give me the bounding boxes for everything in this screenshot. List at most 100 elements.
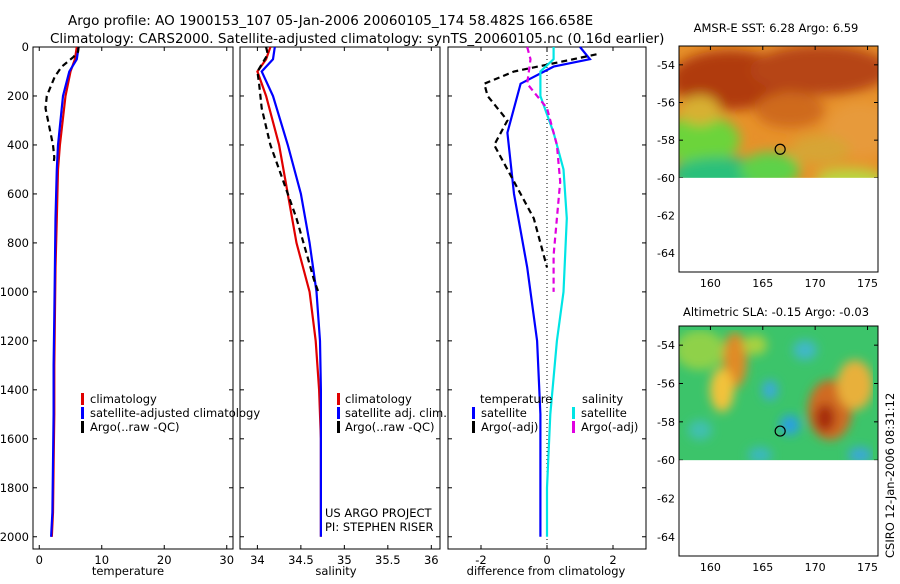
map-x-tick-label: 175 xyxy=(857,561,878,574)
legend-swatch-argo xyxy=(81,421,84,433)
map-y-tick-label: -64 xyxy=(657,531,675,544)
series-line-temperature-argo-adj xyxy=(482,53,597,268)
legend-label-climatology: climatology xyxy=(345,392,412,406)
map-y-tick-label: -54 xyxy=(657,59,675,72)
legend-label-sal-satellite: satellite xyxy=(581,406,627,420)
map-y-tick-label: -60 xyxy=(657,172,675,185)
map-x-tick-label: 170 xyxy=(805,277,826,290)
legend-group-temperature: temperature xyxy=(480,392,552,406)
temperature-panel-frame xyxy=(32,46,234,550)
difference-axis-label: difference from climatology xyxy=(467,564,626,578)
legend-label-temp-argo: Argo(-adj) xyxy=(481,420,538,434)
series-line-satellite-adj-clim xyxy=(260,46,322,537)
map-x-tick-label: 165 xyxy=(752,561,773,574)
map-x-tick-label: 165 xyxy=(752,277,773,290)
y-tick-label: 200 xyxy=(7,89,29,103)
salinity-panel: 34 34.5 35 35.5 36 xyxy=(240,46,440,567)
argo-float-location-marker xyxy=(774,425,786,437)
legend-swatch-sal-satellite xyxy=(572,407,575,419)
legend-label-temp-satellite: satellite xyxy=(481,406,527,420)
x-tick-label: 35 xyxy=(337,553,352,567)
x-tick-label: 34.5 xyxy=(288,553,314,567)
sla-heatmap xyxy=(679,326,878,472)
sla-map-frame xyxy=(678,325,879,557)
series-line-climatology xyxy=(256,46,322,537)
legend-label-climatology: climatology xyxy=(90,392,157,406)
legend-swatch-satellite xyxy=(81,407,84,419)
map-y-tick-label: -56 xyxy=(657,97,675,110)
y-tick-label: 600 xyxy=(7,187,29,201)
x-tick-label: 34 xyxy=(250,553,265,567)
y-tick-label: 800 xyxy=(7,236,29,250)
x-tick-label: 10 xyxy=(94,553,109,567)
map-x-tick-label: 175 xyxy=(857,277,878,290)
legend-swatch-climatology xyxy=(81,393,84,405)
map-x-tick-label: 160 xyxy=(700,561,721,574)
map-y-tick-label: -62 xyxy=(657,493,675,506)
no-data-region xyxy=(679,177,878,272)
header-line-1: Argo profile: AO 1900153_107 05-Jan-2006… xyxy=(68,13,593,29)
series-line-temperature-satellite xyxy=(506,46,592,537)
sst-map-title: AMSR-E SST: 6.28 Argo: 6.59 xyxy=(694,21,859,35)
legend-label-argo: Argo(..raw -QC) xyxy=(345,420,435,434)
y-tick-label: 0 xyxy=(22,40,29,54)
legend-label-argo: Argo(..raw -QC) xyxy=(90,420,180,434)
series-line-argo-raw-qc xyxy=(44,46,80,165)
map-y-tick-label: -60 xyxy=(657,454,675,467)
series-line-satellite-adjusted-climatology xyxy=(50,46,80,537)
y-tick-label: 2000 xyxy=(0,530,29,544)
x-tick-label: 36 xyxy=(424,553,439,567)
salinity-legend: climatology satellite adj. clim. Argo(..… xyxy=(337,392,447,434)
project-credit: US ARGO PROJECT xyxy=(325,506,433,520)
y-tick-label: 1400 xyxy=(0,383,29,397)
x-tick-label: 2 xyxy=(609,553,616,567)
no-data-region xyxy=(679,460,878,556)
x-tick-label: 35.5 xyxy=(375,553,401,567)
series-line-salinity-argo-adj xyxy=(526,46,562,292)
map-y-tick-label: -58 xyxy=(657,134,675,147)
map-y-tick-label: -58 xyxy=(657,416,675,429)
map-y-tick-label: -54 xyxy=(657,339,675,352)
sst-map-axes: 160 165 170 175 -54 -56 -58 -60 -62 -64 xyxy=(657,46,878,290)
x-tick-label: 30 xyxy=(219,553,234,567)
legend-swatch-argo xyxy=(337,421,340,433)
y-tick-label: 1000 xyxy=(0,285,29,299)
legend-swatch-sal-argo xyxy=(572,421,575,433)
csiro-timestamp: CSIRO 12-Jan-2006 08:31:12 xyxy=(883,393,897,558)
map-x-tick-label: 160 xyxy=(700,277,721,290)
salinity-axis-label: salinity xyxy=(315,564,356,578)
temperature-legend: climatology satellite-adjusted climatolo… xyxy=(81,392,260,434)
difference-legend: temperature salinity satellite Argo(-adj… xyxy=(472,392,638,434)
temperature-panel: 0 10 20 30 0 200 400 600 800 1000 1200 1400 1600 1800… xyxy=(0,40,234,567)
x-tick-label: 20 xyxy=(157,553,172,567)
salinity-panel-frame xyxy=(239,46,441,550)
legend-label-sal-argo: Argo(-adj) xyxy=(581,420,638,434)
y-tick-label: 1800 xyxy=(0,481,29,495)
x-tick-label: 0 xyxy=(543,553,550,567)
y-tick-label: 400 xyxy=(7,138,29,152)
sst-heatmap xyxy=(679,46,878,188)
map-y-tick-label: -64 xyxy=(657,247,675,260)
sst-map-frame xyxy=(678,45,879,273)
legend-label-satellite: satellite-adjusted climatology xyxy=(90,406,260,420)
difference-panel: -2 0 2 xyxy=(448,46,646,567)
legend-label-satellite: satellite adj. clim. xyxy=(345,406,447,420)
legend-swatch-satellite xyxy=(337,407,340,419)
x-tick-label: 0 xyxy=(36,553,43,567)
pi-credit: PI: STEPHEN RISER xyxy=(325,520,434,534)
series-line-argo-raw-qc xyxy=(256,46,320,293)
header-line-2: Climatology: CARS2000. Satellite-adjuste… xyxy=(50,31,664,47)
sla-map-axes: 160 165 170 175 -54 -56 -58 -60 -62 -64 xyxy=(657,326,878,574)
map-y-tick-label: -62 xyxy=(657,210,675,223)
y-tick-label: 1600 xyxy=(0,432,29,446)
legend-swatch-temp-satellite xyxy=(472,407,475,419)
series-line-salinity-satellite xyxy=(539,47,568,537)
map-y-tick-label: -56 xyxy=(657,378,675,391)
argo-float-location-marker xyxy=(774,143,786,155)
y-tick-label: 1200 xyxy=(0,334,29,348)
temperature-axis-label: temperature xyxy=(92,564,164,578)
x-tick-label: -2 xyxy=(475,553,486,567)
sla-map-title: Altimetric SLA: -0.15 Argo: -0.03 xyxy=(683,305,869,319)
legend-group-salinity: salinity xyxy=(582,392,623,406)
